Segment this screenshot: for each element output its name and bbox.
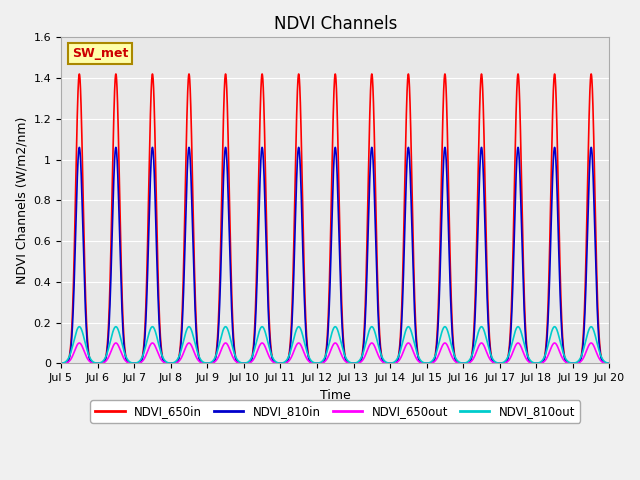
NDVI_650in (259, 71, 266, 77)
NDVI_810in (409, 267, 417, 273)
NDVI_650out (605, 360, 613, 366)
NDVI_810out (409, 335, 417, 341)
NDVI_810in (194, 348, 202, 354)
Title: NDVI Channels: NDVI Channels (273, 15, 397, 33)
NDVI_810in (317, 360, 324, 366)
NDVI_810in (57, 360, 65, 366)
NDVI_810out (605, 360, 613, 366)
Y-axis label: NDVI Channels (W/m2/nm): NDVI Channels (W/m2/nm) (15, 117, 28, 284)
Line: NDVI_810in: NDVI_810in (61, 147, 609, 363)
NDVI_650in (570, 360, 578, 366)
NDVI_810out (450, 350, 458, 356)
Text: SW_met: SW_met (72, 47, 129, 60)
NDVI_810out (570, 360, 578, 366)
NDVI_810in (605, 360, 613, 366)
NDVI_810out (389, 360, 397, 366)
Legend: NDVI_650in, NDVI_810in, NDVI_650out, NDVI_810out: NDVI_650in, NDVI_810in, NDVI_650out, NDV… (90, 400, 580, 423)
NDVI_650out (57, 360, 65, 366)
NDVI_650out (389, 360, 397, 366)
NDVI_810in (389, 360, 397, 366)
NDVI_810out (259, 324, 266, 330)
NDVI_650in (194, 344, 202, 349)
NDVI_650out (409, 348, 417, 354)
NDVI_650out (450, 357, 458, 362)
NDVI_650in (317, 360, 324, 366)
NDVI_650in (450, 345, 458, 350)
NDVI_650in (57, 360, 65, 366)
NDVI_650out (570, 360, 578, 366)
NDVI_810out (194, 350, 202, 356)
NDVI_650out (317, 360, 324, 366)
NDVI_810in (570, 360, 578, 366)
NDVI_650in (389, 360, 397, 366)
Line: NDVI_650in: NDVI_650in (61, 74, 609, 363)
Line: NDVI_650out: NDVI_650out (61, 343, 609, 363)
NDVI_650out (259, 340, 266, 346)
NDVI_650in (605, 360, 613, 366)
NDVI_810out (57, 360, 65, 366)
NDVI_650in (409, 236, 417, 241)
NDVI_810in (450, 349, 458, 355)
NDVI_810in (259, 144, 266, 150)
NDVI_810out (317, 360, 324, 365)
Line: NDVI_810out: NDVI_810out (61, 327, 609, 363)
X-axis label: Time: Time (320, 389, 351, 402)
NDVI_650out (194, 357, 202, 362)
